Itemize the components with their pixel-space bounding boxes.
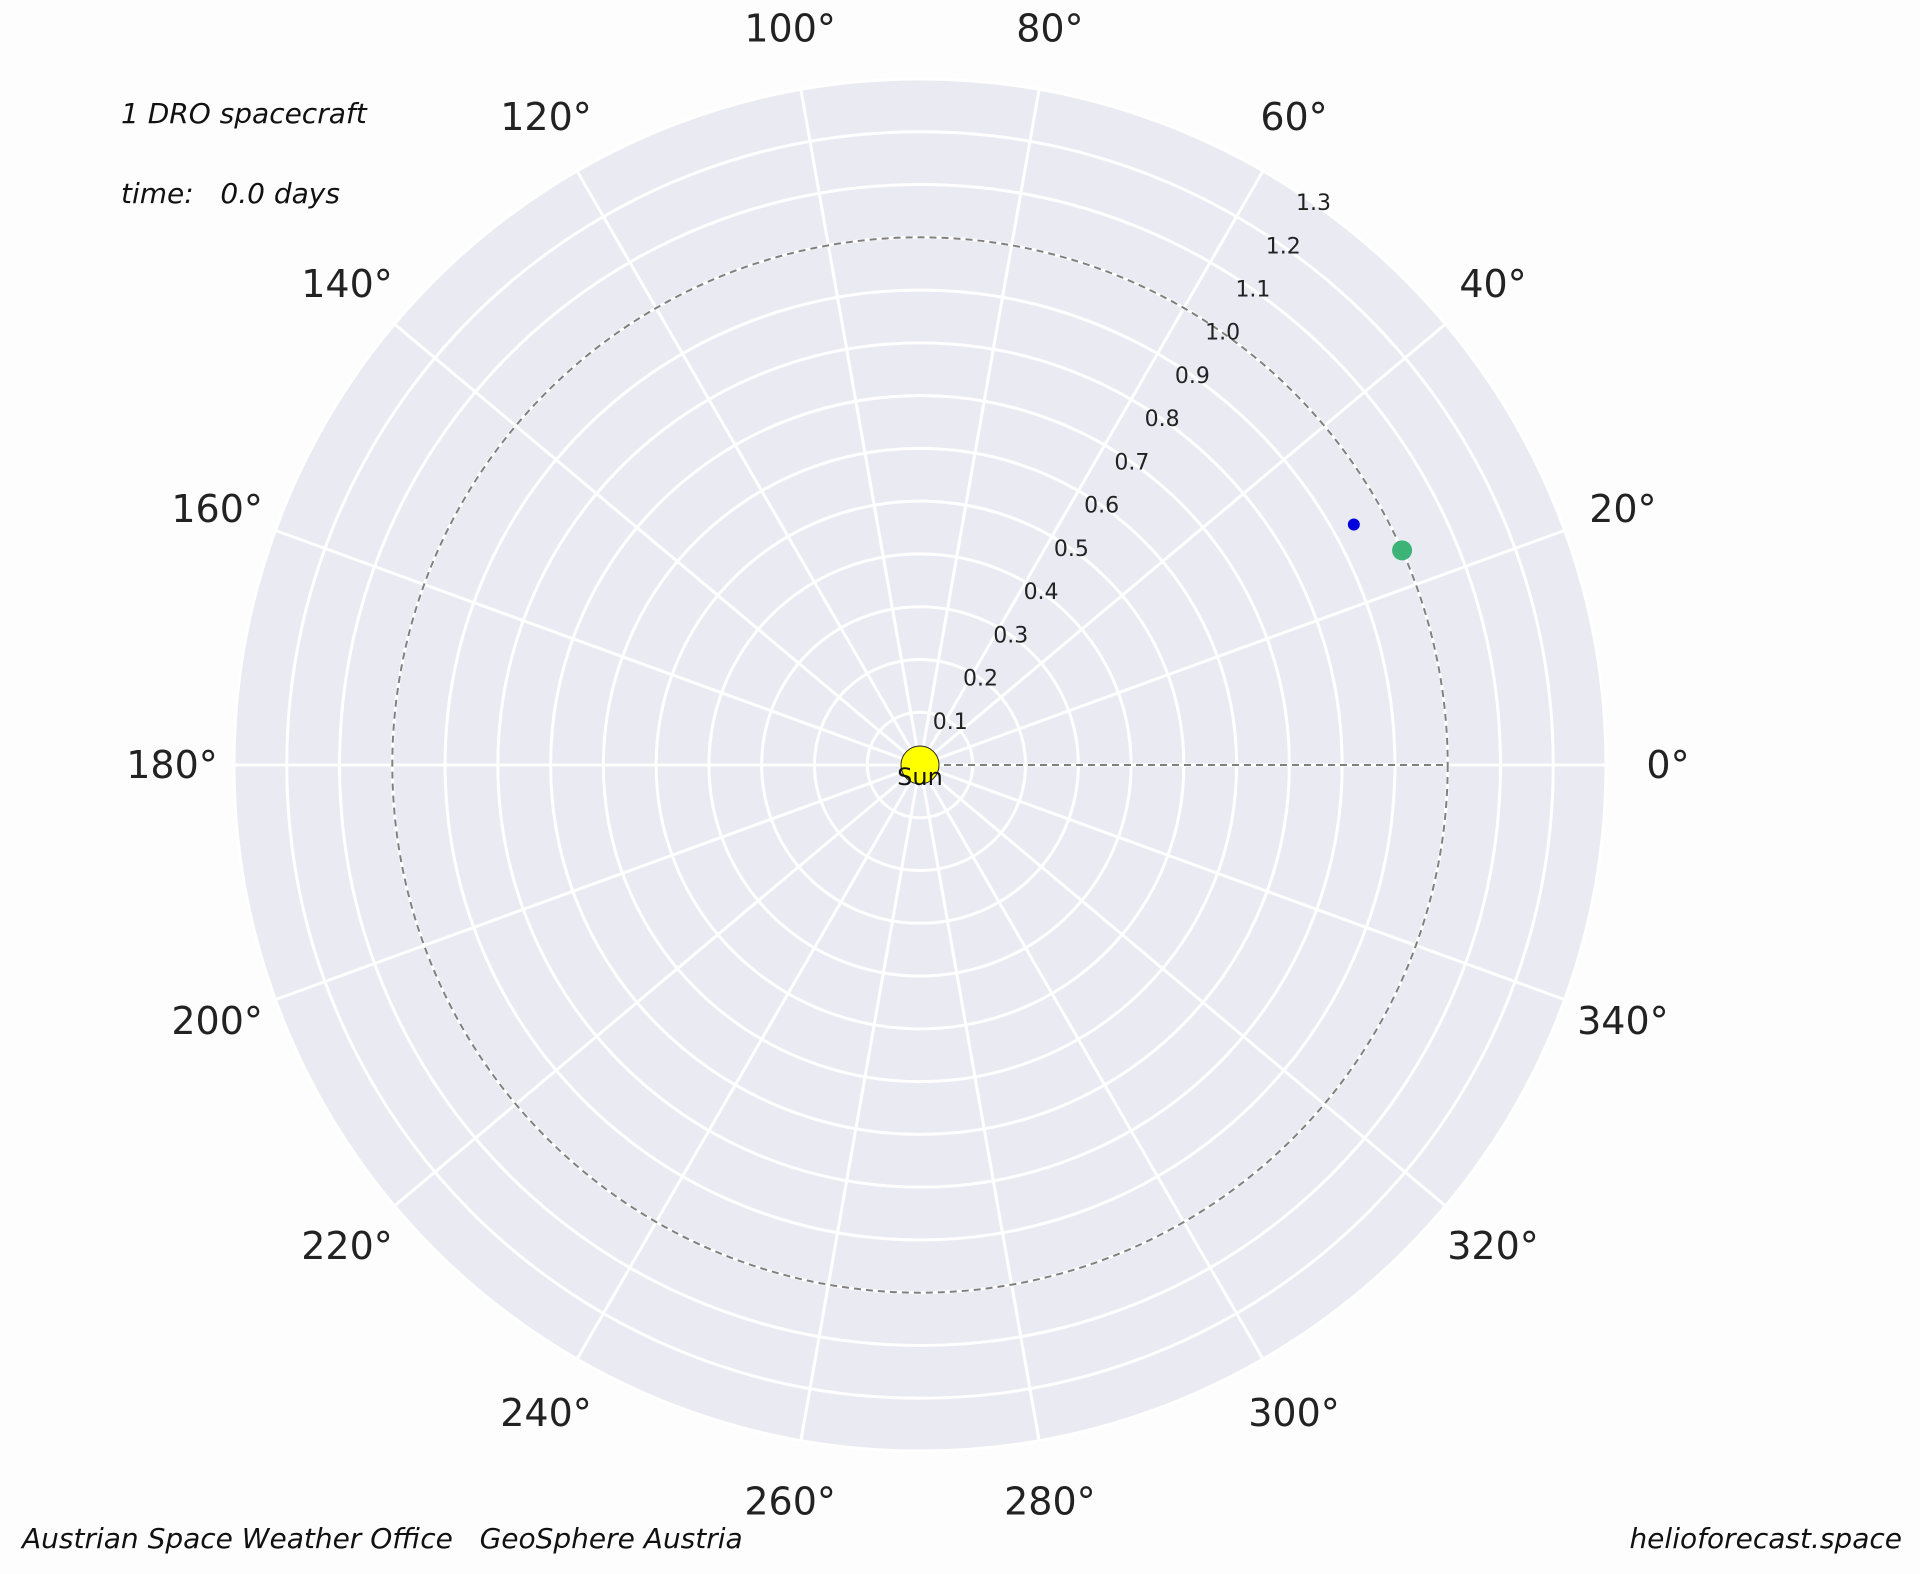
angle-tick-label: 200°: [171, 999, 263, 1043]
angle-tick-label: 320°: [1447, 1224, 1539, 1268]
angular-gridline: [918, 764, 1041, 1441]
spacecraft-marker: [1392, 540, 1413, 561]
angle-tick-label: 220°: [301, 1224, 393, 1268]
angular-gridline: [575, 764, 922, 1360]
angular-gridline: [918, 170, 1265, 766]
data-points: Sun: [897, 518, 1413, 791]
spacecraft-marker: [1347, 518, 1360, 531]
angle-tick-label: 100°: [744, 6, 836, 50]
radial-tick-label: 0.3: [993, 623, 1028, 648]
angle-tick-label: 0°: [1646, 743, 1689, 787]
time-text: time: 0.0 days: [121, 177, 340, 210]
radial-tick-label: 0.6: [1084, 494, 1119, 519]
angle-tick-label: 260°: [744, 1480, 836, 1524]
angle-tick-label: 240°: [500, 1391, 592, 1435]
angular-gridline: [274, 763, 921, 1002]
spacecraft-count-text: 1 DRO spacecraft: [121, 97, 367, 130]
angle-tick-label: 40°: [1459, 262, 1526, 306]
angular-gridline: [919, 528, 1566, 767]
footer-website-text: helioforecast.space: [1629, 1522, 1902, 1555]
radial-tick-label: 0.2: [963, 667, 998, 692]
radial-tick-label: 0.5: [1054, 537, 1089, 562]
radial-tick-label: 0.8: [1145, 407, 1180, 432]
angle-tick-label: 340°: [1577, 999, 1669, 1043]
angle-tick-label: 160°: [171, 487, 263, 531]
angular-gridline: [919, 322, 1447, 767]
angle-tick-label: 20°: [1589, 487, 1656, 531]
radial-tick-labels: 0.1 0.2 0.3 0.4 0.5 0.6 0.7 0.8 0.9 1.0 1.1 1.2 1.3: [933, 191, 1331, 735]
angular-gridline: [799, 89, 922, 766]
angular-gridline: [393, 322, 921, 767]
angle-tick-label: 120°: [500, 95, 592, 139]
angular-gridline: [575, 170, 922, 766]
angle-tick-label: 280°: [1004, 1480, 1096, 1524]
angle-tick-labels: 0° 20° 40° 60° 80° 100° 120° 140° 160° 180° 200° 22…: [126, 6, 1689, 1523]
radial-tick-label: 0.4: [1024, 580, 1059, 605]
angular-gridline: [799, 764, 922, 1441]
angle-tick-label: 80°: [1016, 6, 1083, 50]
sun-label: Sun: [897, 763, 943, 791]
angle-tick-label: 140°: [301, 262, 393, 306]
angular-gridline: [918, 764, 1265, 1360]
angular-gridline: [919, 763, 1447, 1208]
angular-gridline: [274, 528, 921, 767]
radial-tick-label: 1.3: [1296, 191, 1331, 216]
radial-tick-label: 1.2: [1266, 234, 1301, 259]
footer-organization-text: Austrian Space Weather Office GeoSphere …: [22, 1522, 743, 1555]
angular-gridline: [919, 763, 1566, 1002]
reference-circle: [391, 236, 1449, 1294]
radial-tick-label: 1.0: [1205, 321, 1240, 346]
angular-gridline: [393, 763, 921, 1208]
radial-tick-label: 1.1: [1235, 278, 1270, 303]
angular-gridline: [918, 89, 1041, 766]
angle-tick-label: 180°: [126, 743, 218, 787]
radial-tick-label: 0.1: [933, 710, 968, 735]
angle-tick-label: 300°: [1248, 1391, 1340, 1435]
sun-marker: [900, 745, 940, 785]
radial-tick-label: 0.7: [1114, 450, 1149, 475]
reference-layer: [391, 236, 1449, 1294]
angle-tick-label: 60°: [1260, 95, 1327, 139]
radial-tick-label: 0.9: [1175, 364, 1210, 389]
